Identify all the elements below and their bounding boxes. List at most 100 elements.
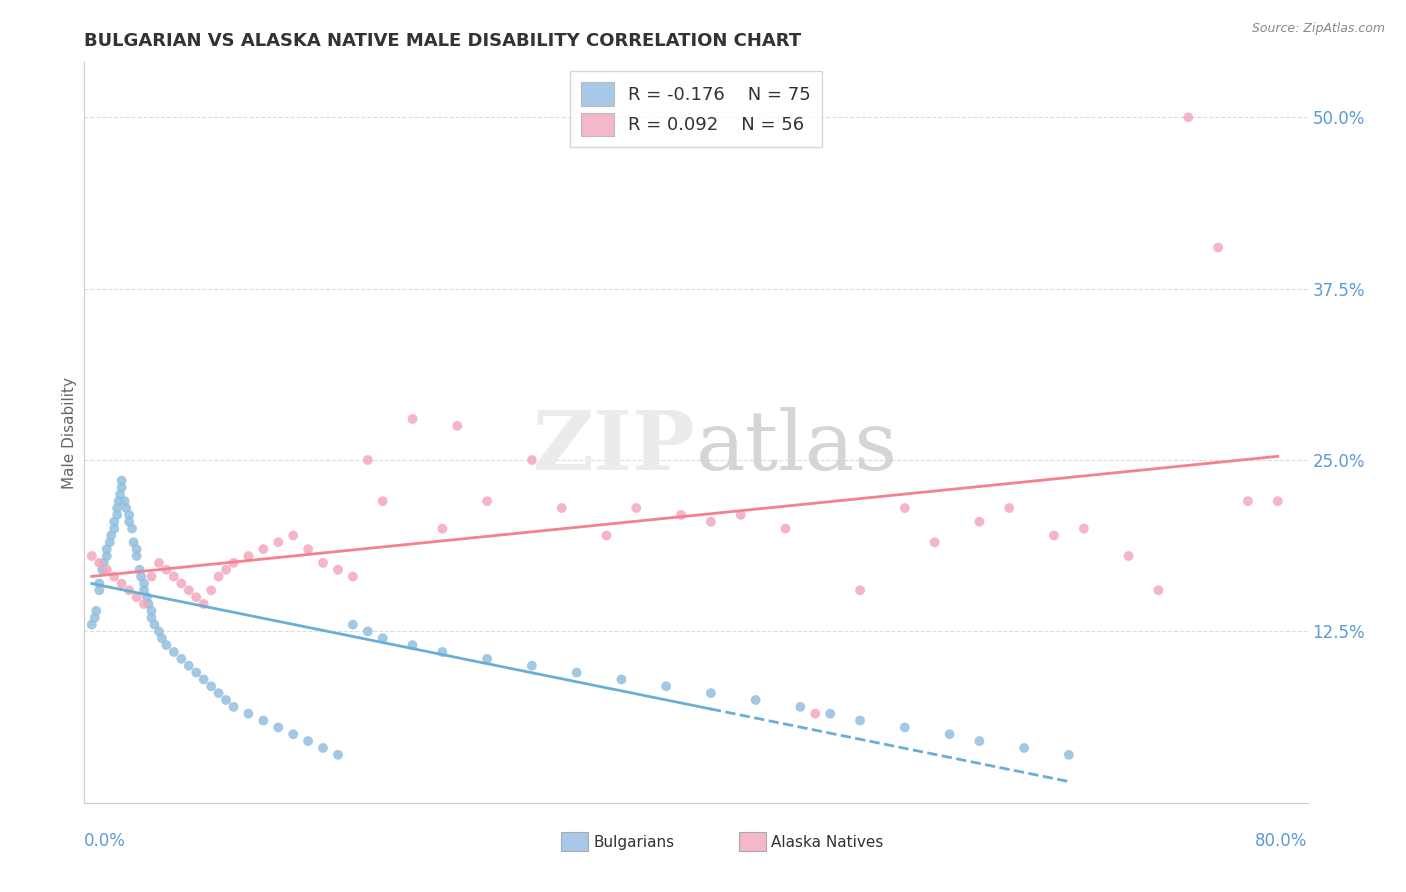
Point bbox=[222, 556, 245, 570]
Point bbox=[91, 563, 114, 577]
Text: ZIP: ZIP bbox=[533, 408, 696, 487]
Point bbox=[111, 480, 134, 494]
Point bbox=[252, 542, 274, 557]
Point bbox=[141, 610, 163, 624]
Point bbox=[132, 583, 155, 598]
Point bbox=[96, 549, 118, 563]
Point bbox=[215, 563, 238, 577]
Point bbox=[200, 583, 222, 598]
Point bbox=[155, 563, 177, 577]
Point bbox=[818, 706, 841, 721]
Point bbox=[200, 679, 222, 693]
Point bbox=[107, 494, 129, 508]
Point bbox=[207, 569, 229, 583]
Point bbox=[626, 501, 648, 516]
Point bbox=[170, 652, 193, 666]
Point bbox=[100, 528, 122, 542]
Point bbox=[114, 494, 136, 508]
Point bbox=[111, 474, 134, 488]
Point bbox=[551, 501, 574, 516]
Point bbox=[595, 528, 617, 542]
Point bbox=[998, 501, 1021, 516]
Point bbox=[267, 535, 290, 549]
Point bbox=[177, 658, 200, 673]
Point bbox=[312, 556, 335, 570]
Point bbox=[115, 501, 138, 516]
Point bbox=[118, 508, 141, 522]
Point bbox=[371, 494, 394, 508]
Point bbox=[118, 515, 141, 529]
Point bbox=[141, 604, 163, 618]
Point bbox=[128, 563, 150, 577]
Point bbox=[1147, 583, 1170, 598]
Point bbox=[108, 487, 131, 501]
Point bbox=[163, 645, 186, 659]
Point bbox=[186, 665, 208, 680]
Point bbox=[744, 693, 766, 707]
Point bbox=[357, 453, 380, 467]
Point bbox=[132, 597, 155, 611]
Point bbox=[1267, 494, 1289, 508]
Point bbox=[565, 665, 588, 680]
Point bbox=[252, 714, 274, 728]
Text: Alaska Natives: Alaska Natives bbox=[770, 835, 883, 849]
Point bbox=[475, 652, 498, 666]
Point bbox=[938, 727, 960, 741]
Point bbox=[969, 515, 991, 529]
Point bbox=[122, 535, 145, 549]
Point bbox=[193, 597, 215, 611]
Point bbox=[924, 535, 946, 549]
Point bbox=[520, 453, 543, 467]
Point bbox=[789, 699, 811, 714]
Point bbox=[96, 542, 118, 557]
Point bbox=[150, 632, 173, 646]
Point bbox=[401, 412, 423, 426]
Point bbox=[129, 569, 152, 583]
Point bbox=[804, 706, 827, 721]
Point bbox=[163, 569, 186, 583]
Point bbox=[1237, 494, 1260, 508]
Point bbox=[238, 706, 260, 721]
Point bbox=[969, 734, 991, 748]
Point bbox=[432, 645, 454, 659]
Point bbox=[326, 563, 349, 577]
Point bbox=[283, 727, 305, 741]
Point bbox=[222, 699, 245, 714]
Point bbox=[103, 515, 125, 529]
Point bbox=[1012, 741, 1035, 756]
Point bbox=[849, 714, 872, 728]
Point bbox=[342, 569, 364, 583]
Point bbox=[136, 590, 159, 604]
Point bbox=[170, 576, 193, 591]
Point bbox=[238, 549, 260, 563]
Point bbox=[83, 610, 105, 624]
Point bbox=[371, 632, 394, 646]
Point bbox=[357, 624, 380, 639]
Point bbox=[148, 624, 170, 639]
Point bbox=[80, 617, 103, 632]
Point bbox=[655, 679, 678, 693]
Point bbox=[125, 590, 148, 604]
Point bbox=[155, 638, 177, 652]
Point bbox=[215, 693, 238, 707]
Point bbox=[1206, 240, 1229, 255]
Point bbox=[297, 734, 319, 748]
Point bbox=[121, 522, 143, 536]
Point bbox=[105, 501, 128, 516]
Point bbox=[148, 556, 170, 570]
Point bbox=[342, 617, 364, 632]
Point bbox=[520, 658, 543, 673]
Point bbox=[775, 522, 797, 536]
FancyBboxPatch shape bbox=[738, 832, 766, 851]
Point bbox=[207, 686, 229, 700]
Point bbox=[894, 501, 917, 516]
Point bbox=[700, 515, 723, 529]
Point bbox=[103, 569, 125, 583]
Text: Source: ZipAtlas.com: Source: ZipAtlas.com bbox=[1251, 22, 1385, 36]
Point bbox=[125, 542, 148, 557]
Point bbox=[105, 508, 128, 522]
Point bbox=[138, 597, 160, 611]
Point bbox=[93, 556, 115, 570]
Point bbox=[193, 673, 215, 687]
Point bbox=[312, 741, 335, 756]
